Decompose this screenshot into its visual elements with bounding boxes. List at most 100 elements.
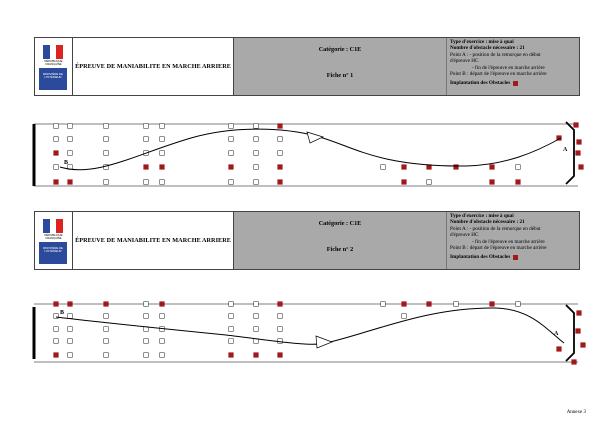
- obstacle-legend-icon: [513, 255, 519, 261]
- obstacle-count: Nombre d'obstacle nécessaire : 21: [450, 45, 525, 52]
- logo: RÉPUBLIQUE FRANÇAISE MINISTÈRE DE L'INTÉ…: [35, 212, 73, 269]
- dock-bracket: [565, 121, 575, 185]
- obstacle-filled: [401, 164, 407, 170]
- exercise-title-cell: ÉPREUVE DE MANIABILITE EN MARCHE ARRIERE: [73, 212, 234, 269]
- obstacle-empty: [253, 179, 259, 185]
- obstacle-filled: [277, 352, 283, 358]
- obstacle-filled: [228, 164, 234, 170]
- obstacle-empty: [253, 150, 259, 156]
- obstacle-empty: [67, 123, 73, 129]
- trajectory: [55, 307, 565, 345]
- obstacle-empty: [380, 164, 386, 170]
- flag-icon: [43, 45, 64, 59]
- obstacle-filled: [53, 179, 59, 185]
- obstacle-empty: [453, 301, 459, 307]
- obstacles: [53, 301, 586, 365]
- obstacle-legend-label: Implantation des Obstacles: [450, 254, 511, 261]
- obstacle-filled: [103, 301, 109, 307]
- header-table: RÉPUBLIQUE FRANÇAISE MINISTÈRE DE L'INTÉ…: [34, 211, 580, 270]
- obstacle-filled: [253, 352, 259, 358]
- obstacle-empty: [103, 352, 109, 358]
- obstacle-filled: [277, 164, 283, 170]
- obstacle-filled: [53, 150, 59, 156]
- obstacle-empty: [228, 313, 234, 319]
- header-table: RÉPUBLIQUE FRANÇAISE MINISTÈRE DE L'INTÉ…: [34, 37, 580, 96]
- obstacle-filled: [489, 179, 495, 185]
- obstacle-empty: [253, 326, 259, 332]
- obstacle-empty: [67, 326, 73, 332]
- obstacle-filled: [67, 179, 73, 185]
- obstacle-empty: [515, 301, 521, 307]
- point-b-line: Point B : départ de l'épreuve en marche …: [450, 71, 547, 78]
- obstacle-empty: [159, 313, 165, 319]
- direction-arrow-icon: [315, 335, 333, 349]
- obstacle-empty: [103, 136, 109, 142]
- obstacle-empty: [67, 338, 73, 344]
- obstacle-filled: [575, 328, 581, 334]
- dock-bracket: [565, 304, 575, 362]
- obstacle-filled: [571, 359, 577, 365]
- obstacle-empty: [67, 313, 73, 319]
- obstacle-empty: [159, 338, 165, 344]
- category-cell: Catégorie : C1E Fiche n° 2: [234, 212, 447, 269]
- obstacle-filled: [489, 164, 495, 170]
- obstacle-empty: [159, 150, 165, 156]
- obstacle-empty: [143, 301, 149, 307]
- point-a-line-2: d'épreuve HC: [450, 232, 479, 239]
- obstacle-filled: [515, 179, 521, 185]
- obstacle-empty: [103, 313, 109, 319]
- obstacle-empty: [228, 123, 234, 129]
- exercise-title-cell: ÉPREUVE DE MANIABILITE EN MARCHE ARRIERE: [73, 38, 234, 95]
- point-a-label: A: [554, 331, 559, 337]
- obstacle-empty: [67, 352, 73, 358]
- obstacle-empty: [277, 313, 283, 319]
- annex-label: Annexe 3: [566, 410, 586, 415]
- point-a-line-1: Point A : - position de la remorque en d…: [450, 225, 541, 232]
- fiche-number: Fiche n° 1: [326, 72, 354, 79]
- obstacle-empty: [159, 136, 165, 142]
- obstacle-empty: [159, 352, 165, 358]
- obstacle-empty: [277, 338, 283, 344]
- obstacle-filled: [426, 301, 432, 307]
- obstacle-filled: [159, 301, 165, 307]
- obstacle-empty: [103, 179, 109, 185]
- point-a-label: A: [563, 147, 568, 153]
- obstacle-empty: [53, 136, 59, 142]
- obstacle-empty: [159, 179, 165, 185]
- category: Catégorie : C1E: [318, 220, 362, 227]
- obstacle-filled: [556, 346, 562, 352]
- obstacle-legend-icon: [513, 81, 519, 87]
- info-cell: Type d'exercice : mise à quai Nombre d'o…: [447, 212, 579, 269]
- obstacle-empty: [53, 164, 59, 170]
- exercise-title: ÉPREUVE DE MANIABILITE EN MARCHE ARRIERE: [75, 237, 231, 244]
- track-diagram: B A: [32, 301, 586, 365]
- obstacle-filled: [556, 135, 562, 141]
- obstacle-filled: [277, 301, 283, 307]
- point-a-line-1: Point A : - position de la remorque en d…: [450, 51, 541, 58]
- obstacle-empty: [253, 313, 259, 319]
- point-b-line: Point B : départ de l'épreuve en marche …: [450, 245, 547, 252]
- logo-top-text: RÉPUBLIQUE FRANÇAISE: [44, 59, 63, 67]
- obstacle-empty: [103, 338, 109, 344]
- obstacle-empty: [143, 123, 149, 129]
- obstacle-filled: [159, 164, 165, 170]
- info-area: Catégorie : C1E Fiche n° 2 Type d'exerci…: [234, 212, 579, 269]
- obstacle-empty: [515, 164, 521, 170]
- obstacle-empty: [67, 150, 73, 156]
- info-area: Catégorie : C1E Fiche n° 1 Type d'exerci…: [234, 38, 579, 95]
- obstacle-empty: [143, 352, 149, 358]
- obstacle-empty: [253, 136, 259, 142]
- obstacle-empty: [53, 313, 59, 319]
- obstacle-filled: [228, 352, 234, 358]
- obstacle-empty: [143, 313, 149, 319]
- obstacle-empty: [67, 136, 73, 142]
- point-a-line-3: - fin de l'épreuve en marche arrière: [472, 238, 545, 245]
- flag-icon: [43, 219, 64, 233]
- obstacle-count: Nombre d'obstacle nécessaire : 21: [450, 219, 525, 226]
- obstacle-empty: [143, 136, 149, 142]
- point-b-label: B: [64, 160, 68, 166]
- obstacle-empty: [143, 179, 149, 185]
- obstacle-filled: [489, 301, 495, 307]
- obstacle-empty: [228, 326, 234, 332]
- obstacle-empty: [53, 123, 59, 129]
